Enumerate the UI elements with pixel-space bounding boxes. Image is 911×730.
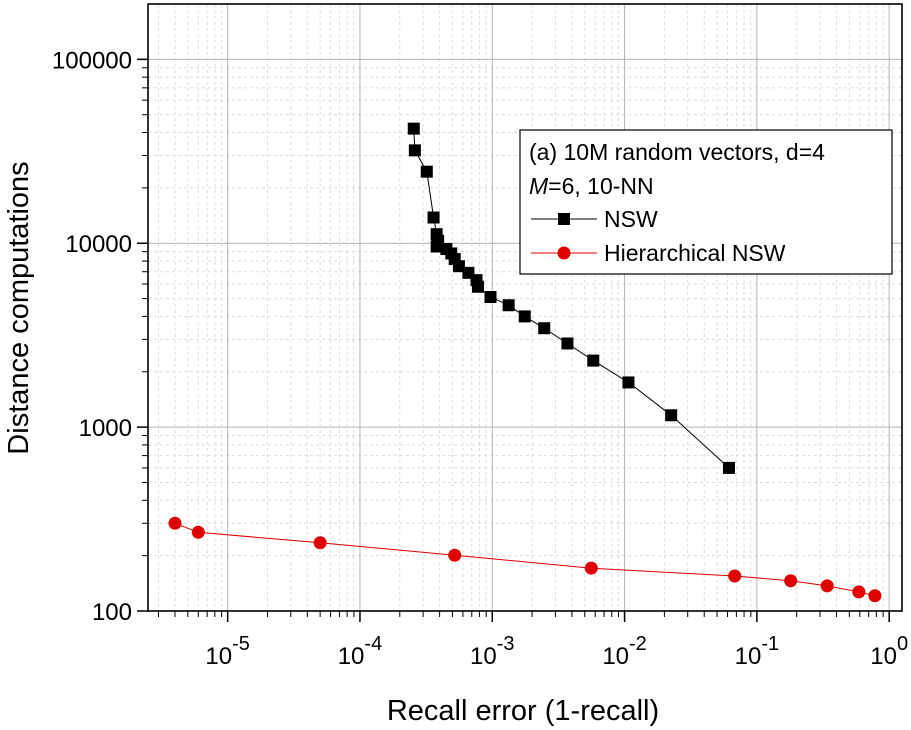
legend-title-line1: (a) 10M random vectors, d=4 [529,139,825,165]
data-point [820,579,834,593]
x-tick-label-exponent: -3 [497,633,515,655]
data-point [868,589,882,603]
data-point [722,461,735,474]
y-tick-label: 100 [92,599,132,626]
data-point [518,310,531,323]
y-axis-title: Distance computations [3,161,35,454]
data-point [430,240,443,253]
x-axis-title: Recall error (1-recall) [387,695,659,727]
y-tick-label: 100000 [52,47,132,74]
x-tick-label: 10-5 [205,633,250,670]
legend-nsw-label: NSW [604,206,658,232]
data-point [784,574,798,588]
x-tick-label: 10-1 [735,633,780,670]
series-layer [168,122,882,603]
x-tick-label-base: 10 [470,643,497,670]
plot-area-frame [147,3,903,612]
data-point [852,585,866,599]
y-tick-label: 1000 [79,415,132,442]
data-point [427,211,440,224]
x-tick-label: 10-4 [338,633,383,670]
x-tick-label-base: 10 [870,643,897,670]
legend-title-line2: M=6, 10-NN [529,173,654,199]
data-point [168,516,182,530]
x-tick-label-exponent: -2 [629,633,647,655]
x-tick-label-exponent: -4 [364,633,382,655]
x-tick-label-exponent: -5 [232,633,250,655]
axis-ticks [137,58,890,622]
x-tick-label: 100 [870,633,908,670]
series-nsw [407,122,735,474]
x-tick-label-base: 10 [205,643,232,670]
legend: (a) 10M random vectors, d=4 M=6, 10-NN N… [519,129,893,275]
data-point [587,354,600,367]
data-point [584,561,598,575]
data-point [471,280,484,293]
data-point [420,165,433,178]
data-point [561,337,574,350]
data-point [665,409,678,422]
data-point [408,144,421,157]
data-point [502,299,515,312]
series-hierarchical-nsw [168,516,882,603]
data-point [407,122,420,135]
x-tick-label-base: 10 [602,643,629,670]
x-tick-label: 10-2 [602,633,647,670]
x-tick-label-exponent: -1 [761,633,779,655]
y-tick-label: 10000 [65,231,132,258]
x-tick-label-base: 10 [338,643,365,670]
major-gridlines [148,4,902,612]
minor-gridlines [148,4,902,611]
legend-hnsw-label: Hierarchical NSW [604,240,786,266]
legend-box [519,129,893,275]
x-tick-label: 10-3 [470,633,515,670]
data-point [538,322,551,335]
y-tick-labels: 100 1000 10000 100000 [52,47,132,626]
data-point [484,291,497,304]
data-point [622,376,635,389]
legend-param-m: M [529,173,549,199]
x-tick-labels: 10-5 10-4 10-3 10-2 10-1 100 [205,633,908,670]
x-tick-label-base: 10 [735,643,762,670]
x-tick-label-exponent: 0 [897,633,908,655]
series-line [174,522,876,597]
data-point [452,260,465,273]
legend-nsw-marker [558,213,570,225]
data-point [191,525,205,539]
data-point [448,548,462,562]
legend-param-rest: =6, 10-NN [548,173,653,199]
legend-hnsw-marker [557,246,571,260]
data-point [728,569,742,583]
data-point [313,536,327,550]
